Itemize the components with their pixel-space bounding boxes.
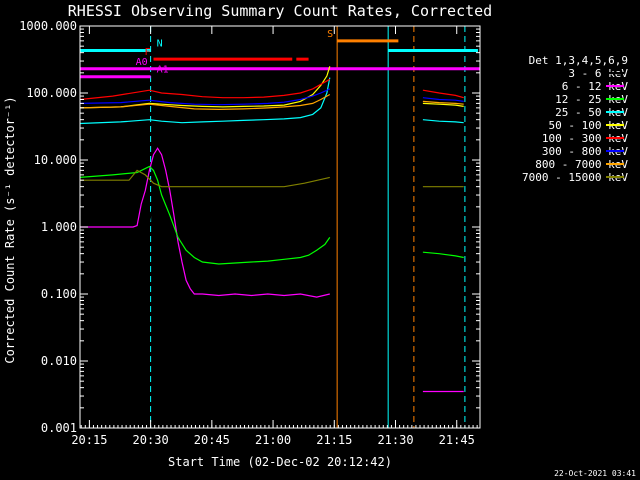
series-line: [422, 251, 464, 259]
legend-entry-label: 800 - 7000 keV: [535, 158, 628, 171]
legend-entry-label: 6 - 12 keV: [562, 80, 629, 93]
y-tick-label: 1000.000: [19, 19, 77, 33]
x-tick-label: 21:15: [316, 433, 352, 447]
y-tick-label: 10.000: [34, 153, 77, 167]
y-tick-label: 100.000: [26, 86, 77, 100]
legend-entry-label: 25 - 50 keV: [555, 106, 628, 119]
x-tick-label: 21:00: [255, 433, 291, 447]
flag-label: S: [327, 29, 333, 40]
series-line: [79, 66, 331, 109]
y-axis-label: Corrected Count Rate (s⁻¹ detector⁻¹): [3, 96, 17, 363]
legend-entry-label: 7000 - 15000 keV: [522, 171, 628, 184]
legend-title: Det 1,3,4,5,6,9: [529, 54, 628, 67]
series-line: [422, 119, 464, 124]
series-line: [422, 102, 464, 107]
series-line: [79, 93, 331, 111]
footer-stamp: 22-Oct-2021 03:41: [554, 469, 636, 478]
series-line: [80, 147, 330, 298]
series-line: [136, 179, 330, 304]
legend-entry-label: 12 - 25 keV: [555, 93, 628, 106]
series-line: [79, 88, 331, 106]
x-tick-label: 21:45: [439, 433, 475, 447]
x-axis-label: Start Time (02-Dec-02 20:12:42): [168, 455, 392, 469]
series-line: [79, 78, 331, 101]
x-tick-label: 21:30: [377, 433, 413, 447]
flag-label: F: [144, 47, 150, 58]
flag-label: A0: [136, 57, 148, 68]
series-line: [79, 77, 331, 125]
series-line: [422, 100, 464, 105]
series-line: [80, 169, 330, 188]
x-tick-label: 20:45: [194, 433, 230, 447]
legend-entry-label: 300 - 800 keV: [542, 145, 628, 158]
y-tick-label: 0.010: [41, 354, 77, 368]
legend-entry-label: 100 - 300 keV: [542, 132, 628, 145]
flag-label: N: [157, 39, 163, 50]
series-line: [422, 89, 464, 99]
y-tick-label: 1.000: [41, 220, 77, 234]
plot-frame: [79, 25, 481, 429]
series-line: [422, 97, 464, 102]
y-tick-label: 0.100: [41, 287, 77, 301]
series-line: [79, 165, 331, 265]
legend-entry-label: 3 - 6 keV: [568, 67, 628, 80]
flag-label: A1: [157, 65, 169, 76]
x-tick-label: 20:30: [133, 433, 169, 447]
x-tick-label: 20:15: [71, 433, 107, 447]
legend-entry-label: 50 - 100 keV: [549, 119, 629, 132]
y-tick-label: 0.001: [41, 421, 77, 435]
chart-title: RHESSI Observing Summary Count Rates, Co…: [68, 2, 492, 20]
